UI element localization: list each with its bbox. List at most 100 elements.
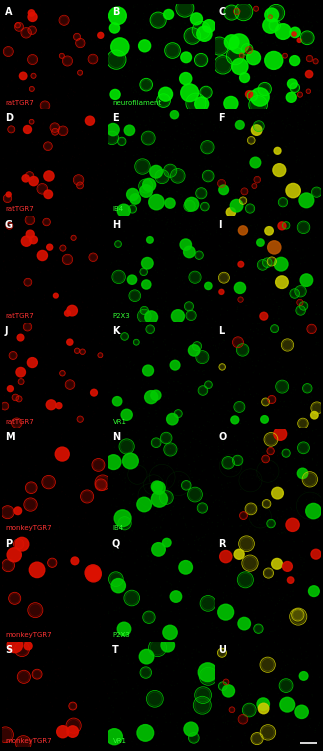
Point <box>71 734 76 746</box>
Point <box>304 277 309 289</box>
Point <box>154 424 160 436</box>
Point <box>99 173 105 185</box>
Point <box>48 537 53 549</box>
Circle shape <box>215 57 231 73</box>
Point <box>90 257 95 269</box>
Point <box>76 122 81 134</box>
Point <box>283 576 288 588</box>
Point <box>19 113 24 125</box>
Point <box>217 30 222 42</box>
Point <box>135 170 140 182</box>
Point <box>276 505 281 517</box>
Point <box>210 31 215 43</box>
Point <box>178 657 183 669</box>
Circle shape <box>267 520 275 527</box>
Circle shape <box>254 7 258 11</box>
Point <box>89 442 95 454</box>
Point <box>48 578 53 590</box>
Point <box>236 242 242 254</box>
Point <box>155 187 160 199</box>
Point <box>94 108 99 120</box>
Point <box>251 214 256 226</box>
Point <box>104 282 109 294</box>
Point <box>159 617 164 629</box>
Point <box>229 627 234 639</box>
Point <box>174 113 180 125</box>
Point <box>238 484 243 496</box>
Point <box>237 384 242 396</box>
Point <box>153 154 158 166</box>
Point <box>4 418 9 430</box>
Point <box>174 716 180 728</box>
Point <box>216 536 221 548</box>
Point <box>141 451 146 463</box>
Point <box>121 279 126 291</box>
Point <box>174 185 179 198</box>
Point <box>50 265 56 277</box>
Point <box>270 31 276 43</box>
Point <box>21 239 26 251</box>
Point <box>130 632 135 644</box>
Point <box>267 740 273 751</box>
Point <box>255 327 261 339</box>
Point <box>114 126 119 138</box>
Point <box>246 98 251 110</box>
Point <box>167 192 172 204</box>
Point <box>65 167 70 179</box>
Point <box>247 587 252 599</box>
Point <box>74 446 79 458</box>
Point <box>265 445 270 457</box>
Point <box>103 140 108 152</box>
Point <box>204 297 210 309</box>
Point <box>84 233 89 245</box>
Point <box>182 277 187 289</box>
Point <box>209 522 214 534</box>
Point <box>171 192 176 204</box>
Point <box>250 332 255 344</box>
Point <box>112 639 117 651</box>
Point <box>263 98 268 110</box>
Point <box>253 342 258 354</box>
Point <box>164 724 170 736</box>
Point <box>144 492 150 504</box>
Point <box>145 345 151 357</box>
Point <box>12 289 17 301</box>
Point <box>124 264 129 276</box>
Point <box>227 229 232 241</box>
Point <box>50 569 56 581</box>
Point <box>287 377 292 389</box>
Point <box>264 549 269 561</box>
Point <box>310 382 316 394</box>
Point <box>126 351 131 363</box>
Point <box>250 250 255 262</box>
Point <box>225 94 230 106</box>
Point <box>251 427 256 439</box>
Point <box>4 412 9 424</box>
Point <box>92 449 98 461</box>
Point <box>141 505 146 517</box>
Point <box>242 160 247 172</box>
Point <box>228 599 233 611</box>
Point <box>221 140 226 152</box>
Point <box>37 523 42 535</box>
Point <box>155 74 160 86</box>
Point <box>214 87 219 99</box>
Point <box>256 64 261 76</box>
Point <box>166 458 171 470</box>
Point <box>165 36 170 48</box>
Point <box>221 436 226 448</box>
Point <box>138 201 143 213</box>
Point <box>240 66 245 78</box>
Point <box>298 414 303 426</box>
Point <box>264 65 269 77</box>
Point <box>263 30 268 42</box>
Point <box>155 458 161 470</box>
Point <box>159 533 164 545</box>
Point <box>266 0 272 11</box>
Point <box>246 523 251 535</box>
Point <box>129 126 134 138</box>
Point <box>259 33 264 45</box>
Point <box>42 324 47 336</box>
Point <box>229 234 234 246</box>
Point <box>198 486 203 498</box>
